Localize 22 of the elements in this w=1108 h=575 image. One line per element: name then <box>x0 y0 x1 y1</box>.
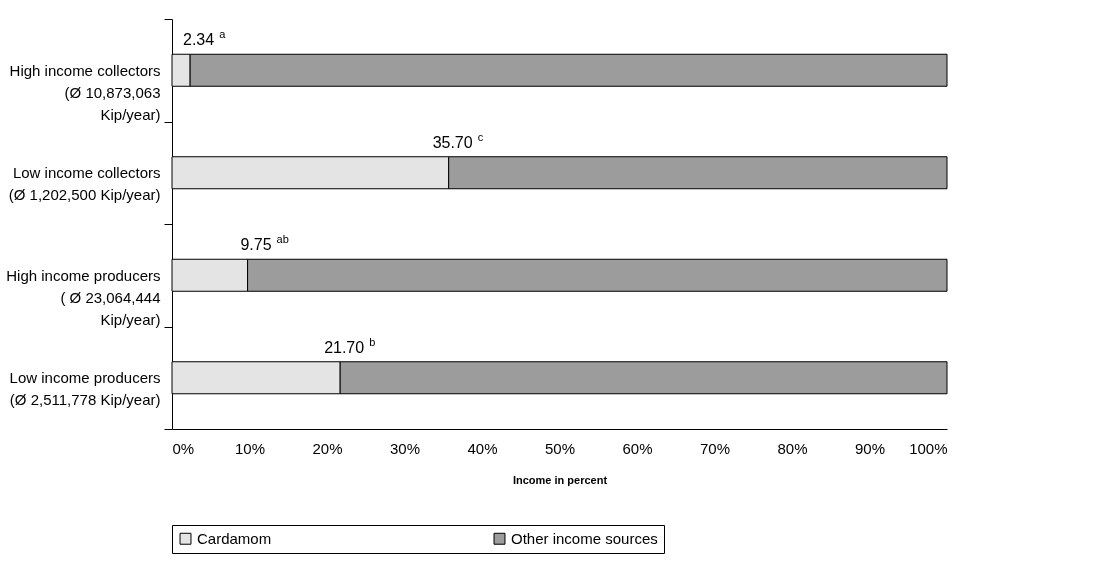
x-axis-title: Income in percent <box>512 473 608 486</box>
x-tick-label: 40% <box>467 439 498 457</box>
y-tick-label: High income producers ( Ø 23,064,444 Kip/year) <box>6 266 161 328</box>
x-tick-label: 30% <box>389 439 421 457</box>
x-tick-label: 90% <box>854 439 886 457</box>
legend-label: Cardamom <box>197 529 272 547</box>
text: 35.70 c <box>432 130 484 151</box>
y-tick-label: High income collectors (Ø 10,873,063 Kip/year) <box>9 61 161 123</box>
x-tick-label: 50% <box>544 439 576 457</box>
y-tick-label: Low income collectors (Ø 1,202,500 Kip/year) <box>8 164 161 204</box>
text: 9.75 ab <box>240 233 289 254</box>
y-tick-label: Low income producers (Ø 2,511,778 Kip/year) <box>9 369 161 409</box>
x-tick-label: 70% <box>699 439 731 457</box>
x-tick-label: 100% <box>909 439 948 457</box>
text: 21.70 b <box>324 335 376 356</box>
legend-label: Other income sources <box>511 529 658 547</box>
x-tick-label: 20% <box>312 439 343 457</box>
text: 2.34 a <box>182 28 226 49</box>
x-tick-label: 60% <box>622 439 653 457</box>
x-tick-label: 80% <box>777 439 808 457</box>
x-tick-label: 10% <box>234 439 266 457</box>
x-tick-label: 0% <box>172 439 195 457</box>
